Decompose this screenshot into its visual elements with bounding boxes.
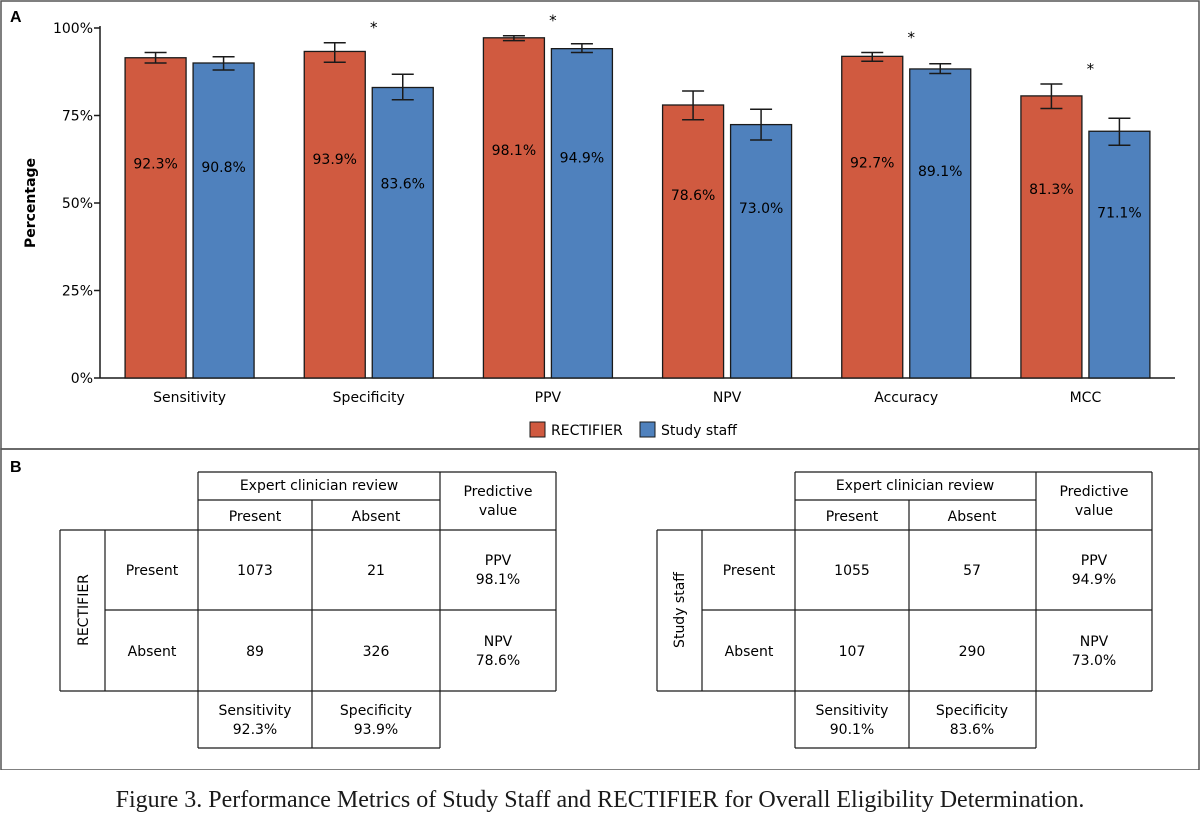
significance-marker: * xyxy=(908,29,916,47)
table-study-staff: Expert clinician review Predictive value … xyxy=(656,471,1153,749)
panel-b-frame xyxy=(0,448,1200,770)
cell-fn: 107 xyxy=(839,644,866,660)
sensitivity-label: Sensitivity xyxy=(219,703,292,719)
legend-label-study-staff: Study staff xyxy=(661,423,737,439)
bar-value-label: 83.6% xyxy=(381,176,425,192)
category-label: NPV xyxy=(713,390,742,406)
category-label: MCC xyxy=(1070,390,1102,406)
col-group-label: Expert clinician review xyxy=(240,478,398,494)
ppv-label: PPV xyxy=(485,553,512,569)
npv-value: 78.6% xyxy=(476,653,520,669)
significance-marker: * xyxy=(370,19,378,37)
col-label-absent: Absent xyxy=(948,509,997,525)
bar xyxy=(482,37,546,379)
category-label: Accuracy xyxy=(874,390,938,406)
legend-label-rectifier: RECTIFIER xyxy=(551,423,623,439)
significance-marker: * xyxy=(1087,60,1095,78)
category-labels: Sensitivity Specificity PPV NPV Accuracy MCC xyxy=(153,390,1101,406)
y-tick-label: 25% xyxy=(62,284,93,300)
bar-value-label: 78.6% xyxy=(671,188,715,204)
sensitivity-value: 92.3% xyxy=(233,722,277,738)
legend-swatch-study-staff xyxy=(639,421,656,438)
sensitivity-label: Sensitivity xyxy=(816,703,889,719)
bar xyxy=(124,57,187,379)
ppv-value: 98.1% xyxy=(476,572,520,588)
cell-tp: 1073 xyxy=(237,563,273,579)
specificity-value: 93.9% xyxy=(354,722,398,738)
panel-b-letter: B xyxy=(10,459,22,476)
y-tick-label: 0% xyxy=(71,371,93,387)
ppv-value: 94.9% xyxy=(1072,572,1116,588)
cell-fp: 57 xyxy=(963,563,981,579)
predictive-header: Predictive value xyxy=(463,484,532,519)
table-rectifier: Expert clinician review Predictive value … xyxy=(59,471,557,749)
figure-caption: Figure 3. Performance Metrics of Study S… xyxy=(115,787,1085,813)
y-tick-label: 100% xyxy=(53,21,93,37)
category-label: Sensitivity xyxy=(153,390,226,406)
col-label-absent: Absent xyxy=(352,509,401,525)
cell-fp: 21 xyxy=(367,563,385,579)
bar xyxy=(729,123,793,379)
bar xyxy=(661,104,725,379)
bar-value-label: 92.7% xyxy=(850,155,894,171)
row-header: Study staff xyxy=(672,572,688,648)
bar-value-label: 94.9% xyxy=(560,150,604,166)
npv-value: 73.0% xyxy=(1072,653,1116,669)
category-label: PPV xyxy=(535,390,562,406)
category-label: Specificity xyxy=(333,390,405,406)
bar xyxy=(909,68,972,379)
figure-canvas: A B 0% 25% 50% 75% 100% 92.3% 90.8% 93.9% 83.6%… xyxy=(0,0,1200,770)
bar xyxy=(841,55,904,379)
bar-value-label: 73.0% xyxy=(739,201,783,217)
col-label-present: Present xyxy=(229,509,282,525)
col-group-label: Expert clinician review xyxy=(836,478,994,494)
bar xyxy=(1020,95,1083,379)
bar-value-label: 71.1% xyxy=(1097,206,1141,222)
significance-marker: * xyxy=(549,12,557,30)
bar xyxy=(303,50,366,379)
bar-value-label: 90.8% xyxy=(201,160,245,176)
cell-fn: 89 xyxy=(246,644,264,660)
sensitivity-value: 90.1% xyxy=(830,722,874,738)
bar xyxy=(1088,130,1151,379)
cell-tn: 290 xyxy=(959,644,986,660)
legend-swatch-rectifier xyxy=(529,421,546,438)
bar-value-label: 93.9% xyxy=(313,152,357,168)
bar-value-label: 98.1% xyxy=(492,143,536,159)
npv-label: NPV xyxy=(1080,634,1109,650)
specificity-label: Specificity xyxy=(936,703,1008,719)
ppv-label: PPV xyxy=(1081,553,1108,569)
specificity-label: Specificity xyxy=(340,703,412,719)
col-label-present: Present xyxy=(826,509,879,525)
row-label-present: Present xyxy=(723,563,776,579)
bar-value-label: 89.1% xyxy=(918,164,962,180)
y-axis: 0% 25% 50% 75% 100% xyxy=(53,21,1175,387)
row-label-absent: Absent xyxy=(725,644,774,660)
row-label-present: Present xyxy=(126,563,179,579)
row-header: RECTIFIER xyxy=(76,574,92,646)
specificity-value: 83.6% xyxy=(950,722,994,738)
bar xyxy=(371,86,434,379)
bars: 92.3% 90.8% 93.9% 83.6% * 98.1% 94.9% * 78.6% 73.… xyxy=(124,12,1151,379)
bar-value-label: 92.3% xyxy=(133,156,177,172)
bar-value-label: 81.3% xyxy=(1029,182,1073,198)
row-label-absent: Absent xyxy=(128,644,177,660)
y-tick-label: 50% xyxy=(62,196,93,212)
panel-a-letter: A xyxy=(10,9,22,26)
y-axis-label: Percentage xyxy=(23,158,39,248)
bar xyxy=(192,62,255,379)
cell-tn: 326 xyxy=(363,644,390,660)
cell-tp: 1055 xyxy=(834,563,870,579)
y-tick-label: 75% xyxy=(62,109,93,125)
npv-label: NPV xyxy=(484,634,513,650)
legend: RECTIFIER Study staff xyxy=(529,421,737,439)
predictive-header: Predictive value xyxy=(1059,484,1128,519)
bar xyxy=(550,48,614,379)
